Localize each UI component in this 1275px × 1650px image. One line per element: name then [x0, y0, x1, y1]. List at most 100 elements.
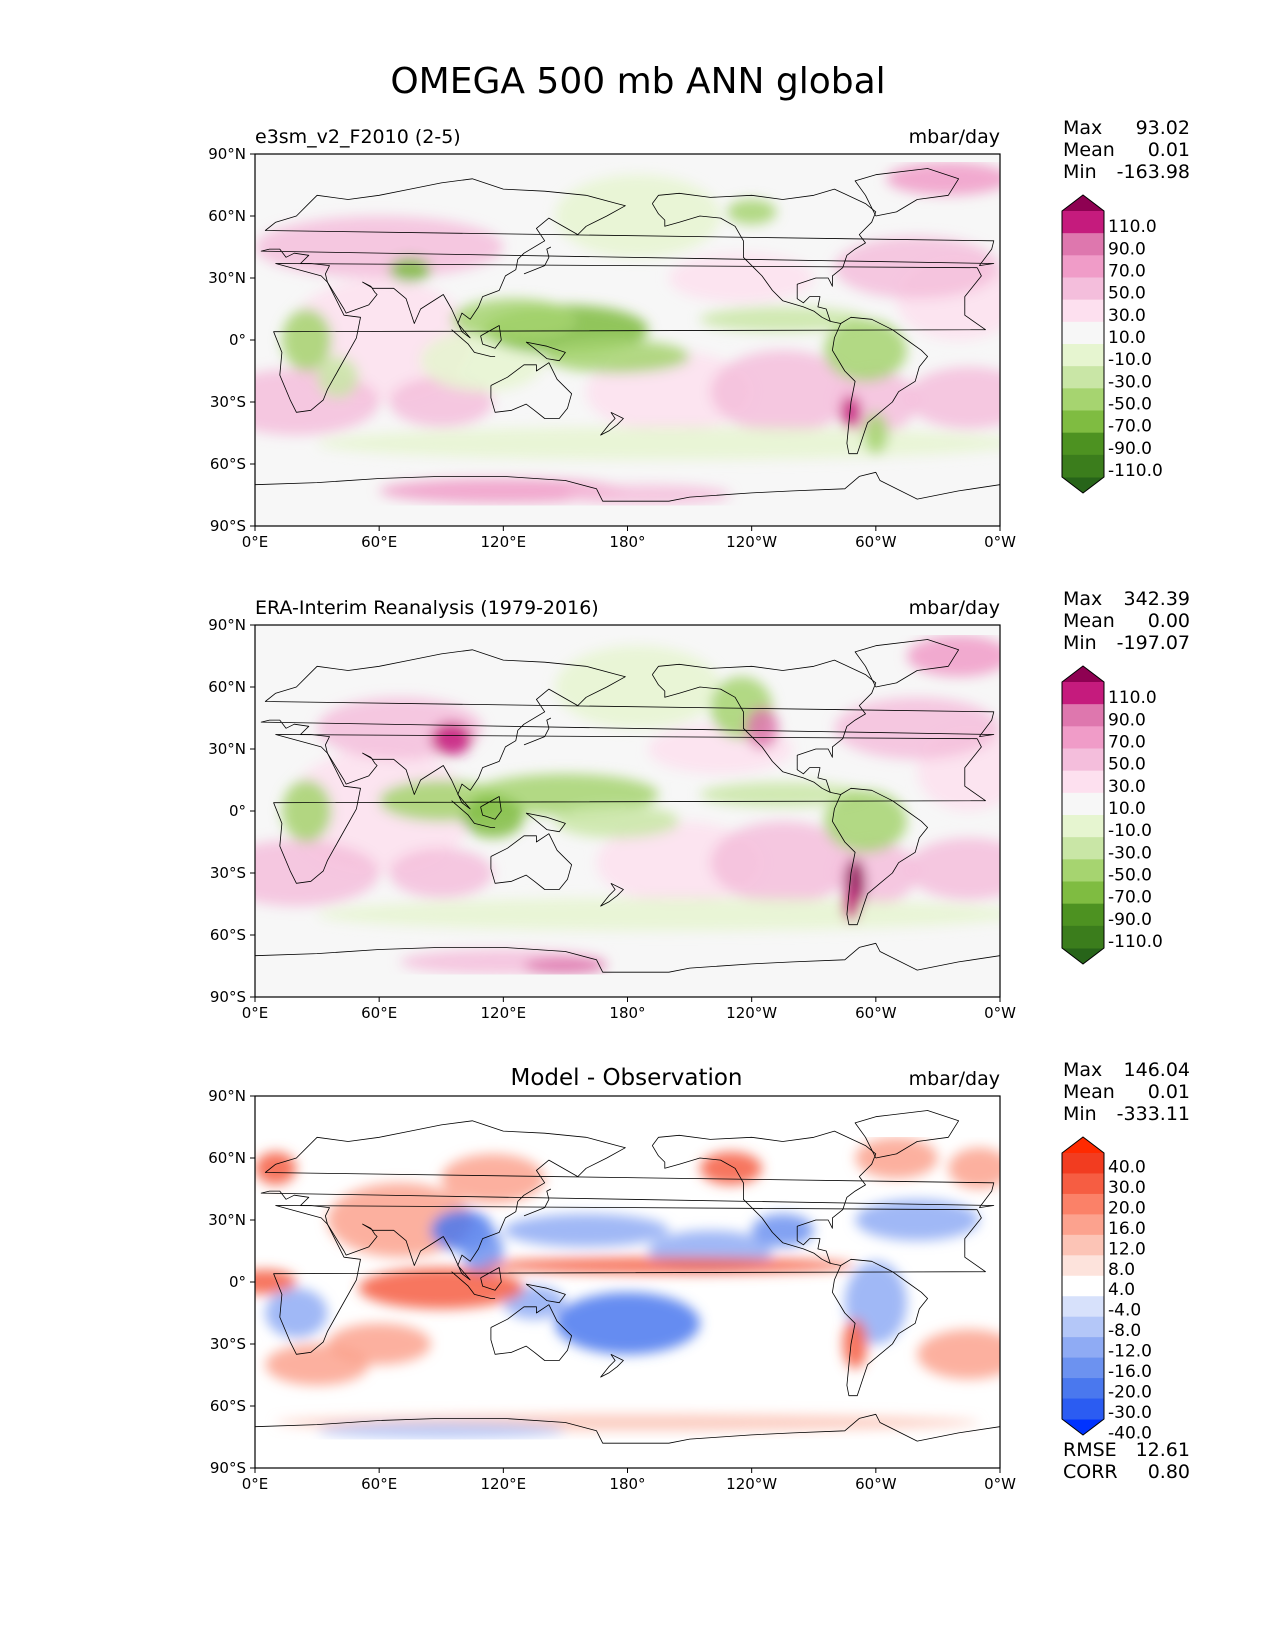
lat-tick-label: 60°N	[208, 1149, 246, 1167]
stat-value: 0.01	[1148, 1081, 1190, 1103]
coastline	[854, 639, 959, 688]
stat-value: 12.61	[1136, 1439, 1190, 1461]
coastline	[854, 1110, 959, 1159]
coastline	[600, 1353, 624, 1378]
field-blobs	[255, 1137, 1000, 1440]
colorbar-outline	[1061, 194, 1105, 494]
colorbar-segment	[1062, 1378, 1104, 1400]
colorbar-label: -110.0	[1108, 932, 1163, 952]
field-blob	[451, 298, 576, 341]
panel-units: mbar/day	[909, 126, 1000, 148]
coastline	[651, 188, 877, 324]
colorbar-segment	[1062, 1173, 1104, 1195]
colorbar-outline	[1061, 665, 1105, 965]
lat-tick-label: 90°N	[208, 616, 246, 634]
lat-tick-label: 30°S	[210, 1335, 246, 1353]
map-field	[255, 1096, 1000, 1468]
colorbar-label: 50.0	[1108, 284, 1146, 304]
colorbar-segment	[1062, 925, 1104, 949]
colorbar-extend-max	[1062, 195, 1104, 211]
colorbar-label: 16.0	[1108, 1219, 1146, 1239]
lon-tick-label: 0°W	[984, 1475, 1016, 1493]
field-blob	[482, 1257, 856, 1274]
colorbar-segment	[1062, 1214, 1104, 1236]
field-blob	[840, 395, 862, 429]
panels: 0°E 60°E 120°E 180° 120°W 60°W 0°W 90°N 60°N 30°N…	[208, 117, 1190, 1493]
lat-tick-label: 30°S	[210, 393, 246, 411]
field-blob	[317, 356, 359, 398]
coastline	[451, 800, 496, 828]
colorbar-segment	[1062, 1234, 1104, 1256]
colorbar-label: -90.0	[1108, 910, 1152, 930]
stat-label: Mean	[1063, 1081, 1115, 1103]
lat-tick-label: 0°	[229, 1273, 246, 1291]
lon-tick-label: 60°E	[361, 1004, 397, 1022]
coastline	[832, 1258, 928, 1397]
colorbar-label: -30.0	[1108, 372, 1152, 392]
colorbar-segment	[1062, 255, 1104, 278]
colorbar-segment	[1062, 277, 1104, 301]
panel-title: e3sm_v2_F2010 (2-5)	[255, 126, 461, 148]
coastline	[273, 1205, 986, 1355]
lon-tick-label: 120°E	[481, 533, 527, 551]
colorbar-segment	[1062, 1193, 1104, 1215]
colorbar-segment	[1062, 837, 1104, 860]
stat-value: 0.00	[1148, 610, 1190, 632]
field-blob	[710, 821, 856, 905]
stat-value: -197.07	[1117, 632, 1190, 654]
colorbar-label: -30.0	[1108, 1403, 1152, 1423]
colorbar-label: -70.0	[1108, 417, 1152, 437]
colorbar-segment	[1062, 726, 1104, 749]
field-blob	[265, 1288, 328, 1338]
field-blob	[824, 319, 907, 382]
map-panel-2: 0°E 60°E 120°E 180° 120°W 60°W 0°W 90°N 60°N 30°N…	[208, 588, 1190, 1022]
field-blob	[710, 350, 856, 433]
field-blob	[917, 1329, 1000, 1380]
coastline	[832, 316, 928, 455]
map-panel-1: 0°E 60°E 120°E 180° 120°W 60°W 0°W 90°N 60°N 30°N…	[208, 117, 1190, 551]
coastline	[273, 263, 986, 413]
field-blob	[503, 1213, 669, 1247]
colorbar-label: -50.0	[1108, 866, 1152, 886]
colorbar-segment	[1062, 1296, 1104, 1318]
colorbar-label: -110.0	[1108, 461, 1163, 481]
coastline	[451, 1271, 496, 1299]
panel-title: Model - Observation	[510, 1065, 742, 1091]
coastline	[651, 1130, 877, 1266]
lon-tick-label: 120°W	[726, 1475, 777, 1493]
colorbar-label: -50.0	[1108, 395, 1152, 415]
colorbar-label: -10.0	[1108, 821, 1152, 841]
field-blob	[317, 426, 1000, 460]
lon-tick-label: 60°E	[361, 1475, 397, 1493]
coastline	[260, 178, 995, 339]
field-blob	[906, 635, 1000, 677]
colorbar-segment	[1062, 1398, 1104, 1420]
field-blob	[255, 1269, 297, 1295]
field-blob	[751, 1213, 814, 1247]
lon-tick-label: 120°E	[481, 1475, 527, 1493]
stat-value: 146.04	[1124, 1059, 1190, 1081]
lat-tick-label: 30°N	[208, 1211, 246, 1229]
field-blobs	[255, 162, 1000, 506]
colorbar-label: 70.0	[1108, 262, 1146, 282]
colorbar-segment	[1062, 792, 1104, 816]
colorbar-label: 50.0	[1108, 755, 1146, 775]
stat-label: Max	[1063, 588, 1102, 610]
stat-label: CORR	[1063, 1461, 1118, 1483]
lon-tick-label: 0°E	[242, 533, 269, 551]
lon-tick-label: 120°E	[481, 1004, 527, 1022]
coastline	[523, 1188, 552, 1217]
lon-tick-label: 60°W	[855, 1004, 897, 1022]
lat-tick-label: 60°S	[210, 1397, 246, 1415]
coastline	[451, 329, 496, 357]
colorbar-extend-max	[1062, 1137, 1104, 1153]
lon-tick-label: 0°E	[242, 1475, 269, 1493]
colorbar-extend-max	[1062, 666, 1104, 682]
coastline	[255, 471, 1000, 502]
stat-label: Min	[1063, 161, 1097, 183]
field-blob	[389, 848, 493, 898]
colorbar-segment	[1062, 859, 1104, 882]
stat-value: 342.39	[1124, 588, 1190, 610]
field-blob	[317, 1422, 566, 1440]
